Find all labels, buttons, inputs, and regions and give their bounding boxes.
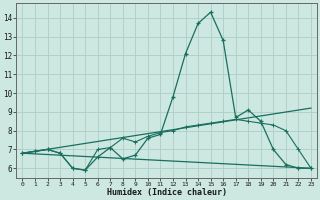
X-axis label: Humidex (Indice chaleur): Humidex (Indice chaleur): [107, 188, 227, 197]
